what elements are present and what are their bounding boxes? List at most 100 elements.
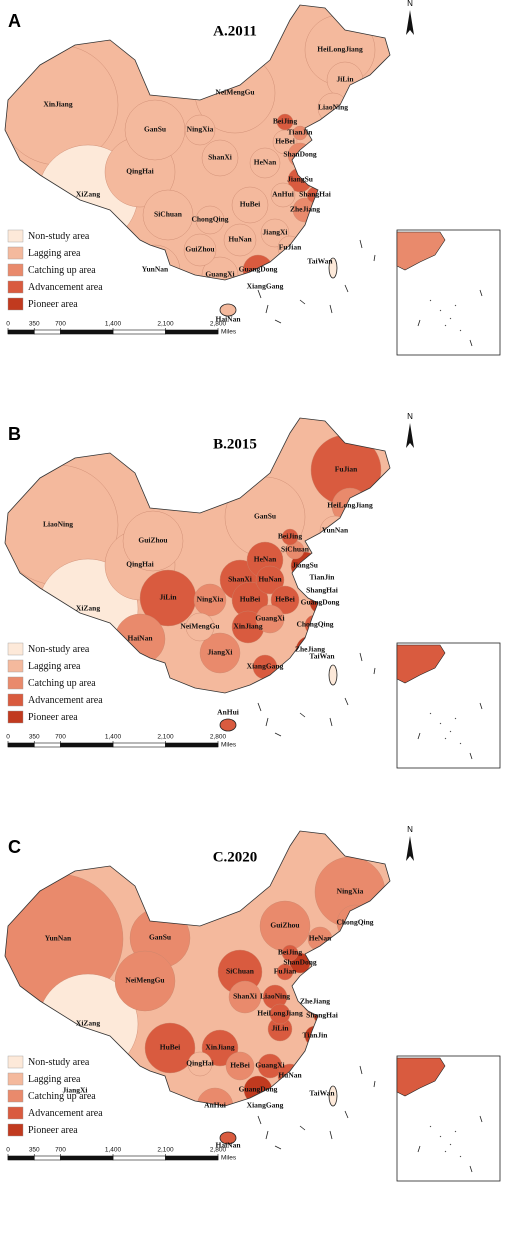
province-label: ChongQing	[296, 620, 333, 629]
region	[281, 528, 299, 546]
province-label: JiangXi	[262, 228, 287, 237]
region	[270, 182, 296, 208]
province-label: LiaoNing	[318, 103, 348, 112]
province-label: XiangGang	[247, 662, 284, 671]
scale-label: 700	[55, 1147, 66, 1154]
scale-segment	[165, 1155, 219, 1161]
province-label: NingXia	[197, 595, 224, 604]
scale-segment	[165, 329, 219, 335]
region	[249, 147, 281, 179]
region	[144, 1022, 196, 1074]
legend-swatch	[7, 297, 24, 311]
scale-unit: Miles	[221, 742, 237, 749]
region	[270, 585, 300, 615]
province-label: HuNan	[278, 1071, 302, 1080]
province-label: XiangGang	[247, 282, 284, 291]
province-label: AnHui	[217, 708, 239, 717]
province-label: FuJian	[335, 465, 358, 474]
province-label: HeBei	[275, 137, 295, 146]
province-label: GuangDong	[239, 1085, 278, 1094]
province-label: HeNan	[309, 934, 332, 943]
province-label: AnHui	[272, 190, 294, 199]
legend-swatch	[7, 693, 24, 707]
province-label: NeiMengGu	[180, 622, 219, 631]
scale-label: 0	[6, 734, 10, 741]
scale-segment	[33, 1155, 61, 1161]
province-label: NeiMengGu	[215, 88, 254, 97]
legend-swatch	[7, 1106, 24, 1120]
province-label: YunNan	[142, 265, 169, 274]
region	[231, 186, 269, 224]
province-label: GuangXi	[255, 614, 284, 623]
scale-label: 2,100	[157, 1147, 174, 1154]
region	[276, 963, 294, 981]
province-label: JiangXi	[62, 1086, 87, 1095]
province-label: GuiZhou	[185, 245, 214, 254]
panel-title: A.2011	[213, 23, 257, 39]
province-label: HuBei	[160, 1043, 180, 1052]
region	[114, 950, 176, 1012]
north-label: N	[407, 825, 413, 834]
scale-label: 2,800	[210, 1147, 227, 1154]
legend-label: Pioneer area	[28, 299, 78, 310]
province-label: ShanXi	[208, 153, 232, 162]
region	[255, 565, 285, 595]
legend-swatch	[7, 263, 24, 277]
province-label: BeiJing	[278, 532, 302, 541]
province-label: TianJin	[310, 573, 336, 582]
region	[193, 583, 227, 617]
legend-label: Catching up area	[28, 678, 96, 689]
region	[195, 205, 225, 235]
inset-coast	[396, 644, 446, 684]
province-label: AnHui	[204, 1101, 226, 1110]
province-label: HuNan	[228, 235, 252, 244]
sea-dashes	[257, 239, 376, 324]
legend-label: Lagging area	[28, 661, 81, 672]
map-panel: B B.2015 LiaoNing XiZang QingHai GuiZhou GanSu…	[4, 412, 501, 769]
sea-dashes	[257, 652, 376, 737]
legend-label: Catching up area	[28, 1091, 96, 1102]
island	[219, 718, 237, 732]
island	[328, 1085, 338, 1107]
scale-label: 2,800	[210, 321, 227, 328]
region	[185, 612, 215, 642]
region	[281, 944, 299, 962]
scale-unit: Miles	[221, 1155, 237, 1162]
province-label: HeiLongJiang	[327, 501, 373, 510]
island	[328, 257, 338, 279]
region	[196, 1087, 234, 1106]
region	[292, 125, 308, 141]
province-label: GuiZhou	[138, 536, 167, 545]
province-label: ShanXi	[233, 992, 257, 1001]
inset-dots	[417, 1115, 483, 1173]
scale-segment	[112, 329, 166, 335]
scale-segment	[7, 742, 35, 748]
scale-segment	[60, 742, 114, 748]
legend-label: Pioneer area	[28, 1125, 78, 1136]
legend-label: Advancement area	[28, 282, 103, 293]
legend-swatch	[7, 1055, 24, 1069]
province-label: XiangGang	[247, 1101, 284, 1110]
province-label: GanSu	[254, 512, 276, 521]
scale-unit: Miles	[221, 329, 237, 336]
province-label: JiLin	[271, 1024, 289, 1033]
province-label: XiZang	[76, 604, 100, 613]
province-label: JiangXi	[207, 648, 232, 657]
scale-segment	[7, 1155, 35, 1161]
region	[225, 1051, 255, 1081]
scale-segment	[33, 742, 61, 748]
north-arrow	[406, 836, 414, 861]
province-label: HaiNan	[215, 1141, 241, 1150]
province-label: GuiZhou	[270, 921, 299, 930]
region	[201, 139, 239, 177]
legend-swatch	[7, 642, 24, 656]
island	[219, 1131, 237, 1145]
province-label: TianJin	[288, 128, 314, 137]
province-label: SiChuan	[226, 967, 255, 976]
province-label: GuangDong	[301, 598, 340, 607]
province-label: HeNan	[254, 555, 277, 564]
province-label: HeNan	[254, 158, 277, 167]
north-arrow	[406, 423, 414, 448]
legend-label: Lagging area	[28, 248, 81, 259]
province-label: QingHai	[126, 167, 154, 176]
